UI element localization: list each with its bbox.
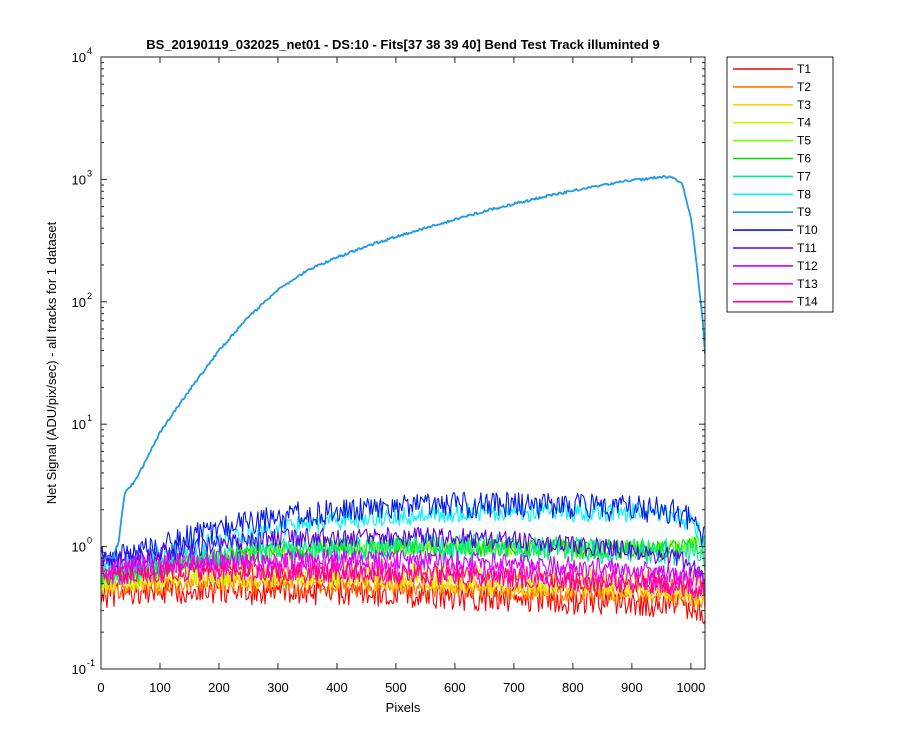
x-tick-label: 500 bbox=[385, 680, 407, 695]
x-tick-label: 900 bbox=[621, 680, 643, 695]
y-tick-label: 10 bbox=[72, 662, 86, 677]
legend-label-t7: T7 bbox=[797, 169, 811, 183]
x-tick-label: 600 bbox=[444, 680, 466, 695]
legend-label-t9: T9 bbox=[797, 205, 811, 219]
legend-label-t13: T13 bbox=[797, 277, 818, 291]
legend-label-t3: T3 bbox=[797, 98, 811, 112]
legend: T1 T2 T3 T4 T5 T6 T7 T8 T9 T10 T11 T12 T13 T14 bbox=[726, 56, 834, 313]
y-tick-exponent: 3 bbox=[87, 168, 92, 178]
legend-label-t14: T14 bbox=[797, 295, 818, 309]
legend-label-t12: T12 bbox=[797, 259, 818, 273]
legend-label-t8: T8 bbox=[797, 187, 811, 201]
y-tick-label: 10 bbox=[72, 50, 86, 65]
x-tick-label: 100 bbox=[149, 680, 171, 695]
y-tick-label: 10 bbox=[72, 417, 86, 432]
legend-box bbox=[726, 56, 834, 313]
x-tick-label: 1000 bbox=[676, 680, 705, 695]
y-tick-exponent: 1 bbox=[87, 413, 92, 423]
series-line-t14 bbox=[101, 562, 705, 600]
legend-label-t5: T5 bbox=[797, 134, 811, 148]
x-axis: 0 100 200 300 400 500 600 700 800 900 1000 bbox=[97, 57, 705, 695]
series-line-t11 bbox=[101, 526, 705, 584]
y-tick-exponent: -1 bbox=[87, 658, 95, 668]
legend-label-t6: T6 bbox=[797, 152, 811, 166]
series-line-t10 bbox=[101, 491, 705, 570]
x-tick-label: 800 bbox=[562, 680, 584, 695]
legend-label-t11: T11 bbox=[797, 241, 817, 255]
legend-label-t4: T4 bbox=[797, 116, 811, 130]
y-tick-label: 10 bbox=[72, 172, 86, 187]
series-line-t12 bbox=[101, 548, 705, 589]
x-tick-label: 200 bbox=[208, 680, 230, 695]
y-tick-exponent: 2 bbox=[87, 291, 92, 301]
chart-title: BS_20190119_032025_net01 - DS:10 - Fits[… bbox=[146, 37, 660, 52]
x-tick-label: 0 bbox=[97, 680, 104, 695]
x-tick-label: 300 bbox=[267, 680, 289, 695]
series-layer bbox=[101, 174, 705, 625]
y-tick-label: 10 bbox=[72, 295, 86, 310]
x-tick-label: 700 bbox=[503, 680, 525, 695]
series-line-t9 bbox=[101, 174, 705, 561]
series-line-t13 bbox=[101, 553, 705, 599]
y-tick-exponent: 4 bbox=[87, 46, 92, 56]
y-tick-label: 10 bbox=[72, 540, 86, 555]
x-axis-label: Pixels bbox=[386, 700, 421, 715]
x-tick-label: 400 bbox=[326, 680, 348, 695]
axes-box bbox=[100, 56, 706, 670]
y-tick-exponent: 0 bbox=[87, 536, 92, 546]
legend-label-t10: T10 bbox=[797, 223, 818, 237]
legend-label-t1: T1 bbox=[797, 62, 811, 76]
legend-label-t2: T2 bbox=[797, 80, 811, 94]
y-axis-label: Net Signal (ADU/pix/sec) - all tracks fo… bbox=[44, 221, 59, 504]
